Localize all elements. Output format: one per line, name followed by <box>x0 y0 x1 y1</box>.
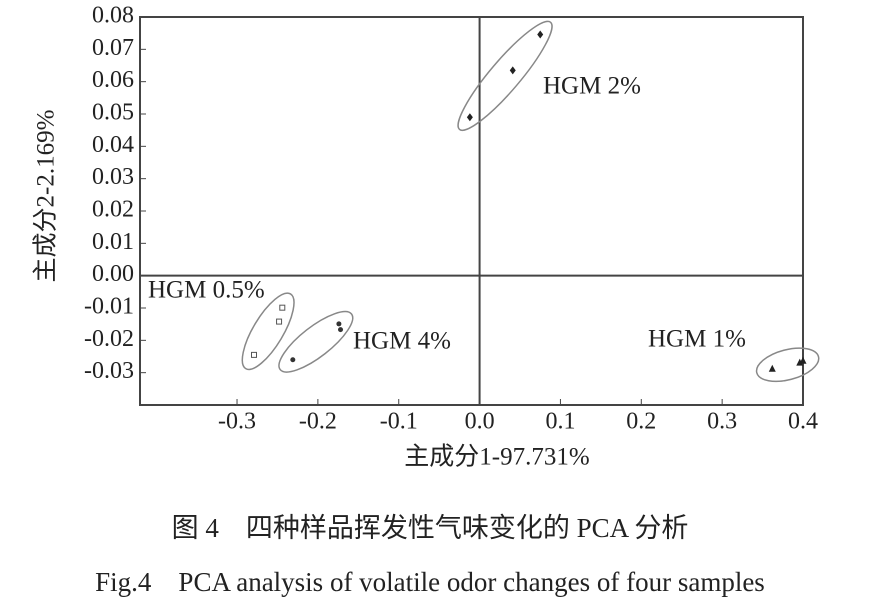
point <box>768 364 776 372</box>
point <box>251 351 258 358</box>
point <box>338 327 344 333</box>
y-tick-label: 0.07 <box>92 35 134 61</box>
y-tick-label: -0.02 <box>84 326 134 352</box>
x-tick-label: 0.0 <box>465 409 495 435</box>
y-tick-label: 0.04 <box>92 132 134 158</box>
x-tick-label: 0.1 <box>545 409 575 435</box>
cluster-ellipse <box>755 347 820 383</box>
y-tick-label: 0.08 <box>92 3 134 29</box>
y-tick-label: 0.01 <box>92 229 134 255</box>
x-tick-label: -0.3 <box>218 409 256 435</box>
y-tick-label: 0.02 <box>92 197 134 223</box>
x-tick-label: -0.2 <box>299 409 337 435</box>
series-label: HGM 0.5% <box>148 277 265 304</box>
y-tick-label: 0.03 <box>92 164 134 190</box>
point <box>466 113 473 122</box>
point <box>509 66 516 75</box>
cluster-ellipse <box>241 292 295 371</box>
caption-cn: 图 4 四种样品挥发性气味变化的 PCA 分析 <box>172 513 689 543</box>
cluster-ellipse <box>457 20 553 132</box>
y-tick-label: 0.05 <box>92 100 134 126</box>
y-tick-label: -0.01 <box>84 294 134 320</box>
point <box>336 321 342 327</box>
y-tick-label: 0.06 <box>92 67 134 93</box>
x-tick-label: 0.4 <box>788 409 818 435</box>
series-label: HGM 4% <box>353 328 451 355</box>
x-tick-label: 0.2 <box>626 409 656 435</box>
y-axis-label: 主成分2-2.169% <box>32 110 60 283</box>
point <box>276 318 283 325</box>
point <box>537 30 544 39</box>
x-axis-label: 主成分1-97.731% <box>404 443 589 471</box>
series-label: HGM 1% <box>648 326 746 353</box>
cluster-ellipse <box>278 310 354 373</box>
x-tick-label: 0.3 <box>707 409 737 435</box>
series-label: HGM 2% <box>543 73 641 100</box>
caption-en: Fig.4 PCA analysis of volatile odor chan… <box>95 567 765 597</box>
point <box>796 358 804 366</box>
point <box>290 357 296 363</box>
point <box>279 304 286 311</box>
y-tick-label: 0.00 <box>92 261 134 287</box>
y-tick-label: -0.03 <box>84 358 134 384</box>
point <box>799 356 807 364</box>
x-tick-label: -0.1 <box>380 409 418 435</box>
